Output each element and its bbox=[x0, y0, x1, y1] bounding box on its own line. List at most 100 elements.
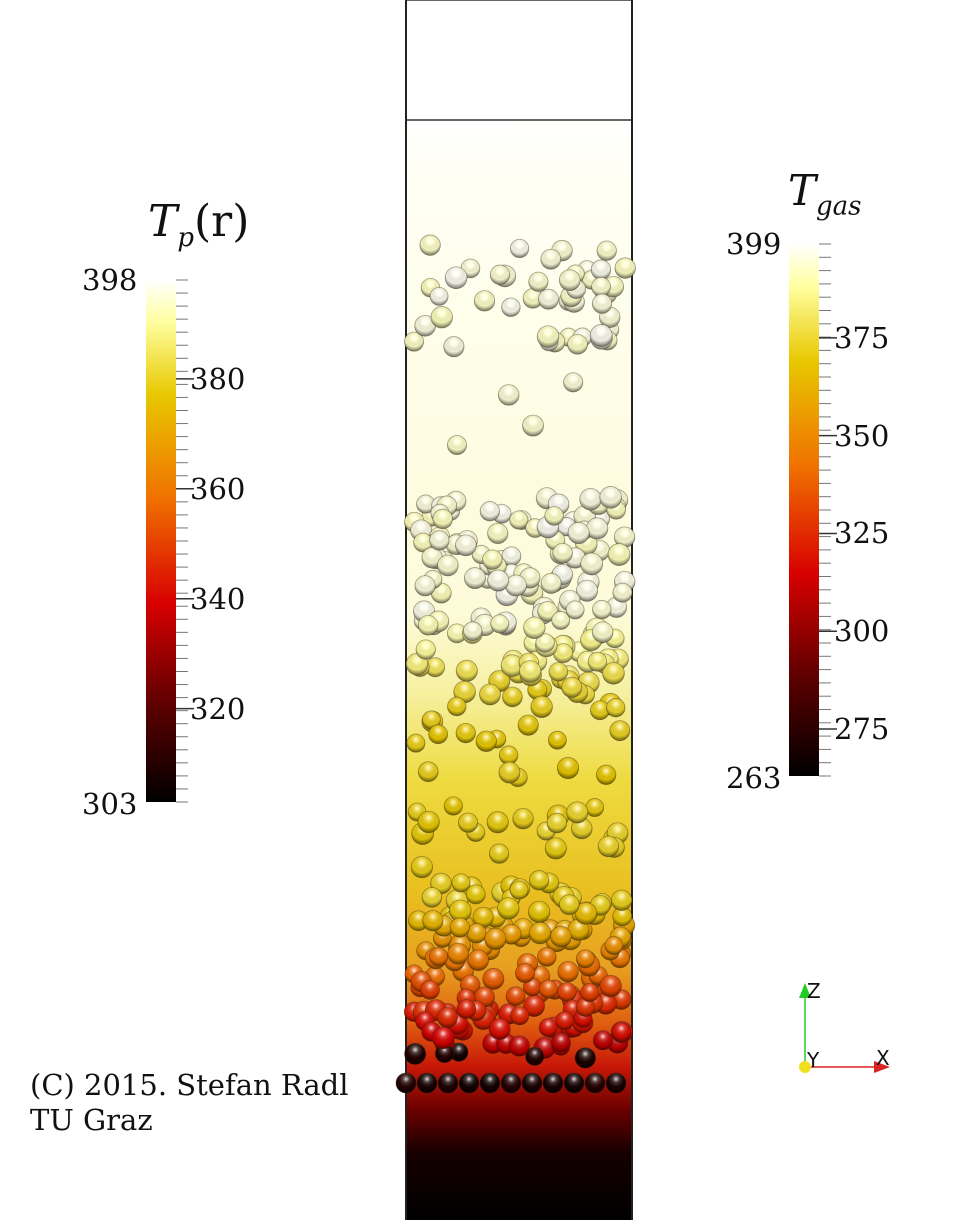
particle-shading bbox=[447, 943, 469, 965]
gas-colorbar-gradient bbox=[789, 244, 819, 776]
particle-shading bbox=[564, 1073, 584, 1093]
z-axis-arrow bbox=[799, 983, 811, 998]
gas-colorbar-tick-label: 325 bbox=[834, 516, 890, 551]
z-axis-label: Z bbox=[807, 979, 821, 1003]
particle-shading bbox=[585, 1073, 605, 1093]
particle-shading bbox=[475, 730, 497, 752]
particle-shading bbox=[413, 533, 433, 552]
particle-shading bbox=[550, 926, 572, 947]
particle-shading bbox=[523, 288, 543, 309]
particle-shading bbox=[408, 910, 429, 931]
particle-shading bbox=[437, 1007, 458, 1028]
particle-shading bbox=[580, 552, 603, 575]
particle-shading bbox=[418, 615, 439, 636]
particle-colorbar-gradient bbox=[146, 280, 176, 802]
fluidized-bed-column bbox=[395, 0, 636, 1220]
x-axis-arrow bbox=[874, 1061, 890, 1073]
particle-shading bbox=[528, 901, 550, 923]
particle-shading bbox=[606, 698, 625, 717]
particle-shading bbox=[529, 870, 549, 891]
particle-shading bbox=[480, 1073, 500, 1093]
particle-shading bbox=[449, 1042, 468, 1062]
particle-shading bbox=[447, 435, 467, 455]
particle-shading bbox=[456, 660, 478, 682]
particle-shading bbox=[555, 1011, 574, 1030]
particle-shading bbox=[501, 654, 523, 677]
particle-shading bbox=[598, 836, 619, 857]
particle-shading bbox=[559, 894, 580, 915]
particle-shading bbox=[438, 1073, 458, 1093]
particle-shading bbox=[474, 290, 495, 312]
particle-shading bbox=[592, 293, 612, 314]
particle-shading bbox=[490, 614, 509, 633]
particle-shading bbox=[502, 687, 523, 707]
particle-shading bbox=[551, 1032, 571, 1053]
particle-shading bbox=[455, 723, 476, 743]
particle-shading bbox=[451, 873, 471, 892]
particle-shading bbox=[466, 884, 486, 904]
particle-shading bbox=[543, 1073, 563, 1093]
gas-colorbar-tick-label: 300 bbox=[834, 614, 890, 649]
y-axis-dot bbox=[799, 1061, 811, 1073]
particle-shading bbox=[458, 813, 478, 833]
particle-cloud bbox=[395, 234, 636, 1094]
particle-shading bbox=[444, 796, 463, 816]
particle-shading bbox=[588, 652, 607, 672]
particle-shading bbox=[435, 1044, 454, 1063]
particle-shading bbox=[484, 928, 506, 950]
particle-shading bbox=[538, 289, 559, 310]
particle-shading bbox=[416, 639, 436, 660]
particle-shading bbox=[537, 601, 558, 622]
particle-shading bbox=[599, 486, 622, 509]
particle-shading bbox=[567, 919, 590, 941]
particle-shading bbox=[406, 734, 425, 753]
particle-shading bbox=[464, 567, 486, 589]
particle-shading bbox=[431, 583, 452, 604]
particle-shading bbox=[596, 241, 617, 261]
particle-shading bbox=[506, 986, 526, 1006]
particle-shading bbox=[429, 530, 450, 551]
particle-shading bbox=[530, 696, 553, 718]
particle-shading bbox=[463, 621, 483, 641]
particle-shading bbox=[489, 843, 509, 864]
particle-shading bbox=[449, 899, 472, 922]
particle-shading bbox=[420, 980, 440, 1000]
particle-shading bbox=[479, 684, 501, 705]
particle-shading bbox=[567, 334, 588, 355]
particle-shading bbox=[498, 384, 520, 406]
particle-shading bbox=[602, 662, 625, 685]
particle-shading bbox=[432, 1026, 455, 1049]
particle-shading bbox=[437, 555, 459, 576]
particle-shading bbox=[566, 801, 588, 824]
particle-shading bbox=[528, 272, 549, 292]
particle-shading bbox=[498, 762, 521, 784]
column-freeboard bbox=[405, 0, 633, 121]
gas-colorbar-min-label: 263 bbox=[726, 761, 782, 795]
particle-shading bbox=[604, 936, 623, 955]
particle-shading bbox=[540, 249, 561, 270]
particle-shading bbox=[396, 1073, 416, 1093]
particle-shading bbox=[509, 881, 529, 900]
particle-shading bbox=[523, 617, 546, 639]
particle-shading bbox=[499, 745, 518, 765]
particle-shading bbox=[523, 995, 545, 1017]
particle-colorbar-max-label: 398 bbox=[82, 263, 138, 297]
particle-shading bbox=[591, 277, 611, 297]
particle-shading bbox=[501, 546, 521, 566]
particle-shading bbox=[545, 837, 567, 860]
particle-shading bbox=[418, 761, 439, 782]
particle-shading bbox=[535, 633, 555, 653]
particle-temperature-colorbar bbox=[146, 279, 194, 803]
particle-shading bbox=[428, 724, 448, 744]
particle-shading bbox=[443, 336, 465, 357]
particle-shading bbox=[497, 897, 520, 920]
particle-shading bbox=[574, 902, 597, 925]
particle-colorbar-tick-label: 340 bbox=[190, 581, 246, 616]
particle-shading bbox=[421, 547, 443, 568]
particle-shading bbox=[612, 583, 632, 603]
particle-shading bbox=[422, 910, 444, 932]
particle-shading bbox=[501, 297, 521, 317]
particle-shading bbox=[432, 509, 453, 529]
particle-shading bbox=[571, 818, 593, 839]
